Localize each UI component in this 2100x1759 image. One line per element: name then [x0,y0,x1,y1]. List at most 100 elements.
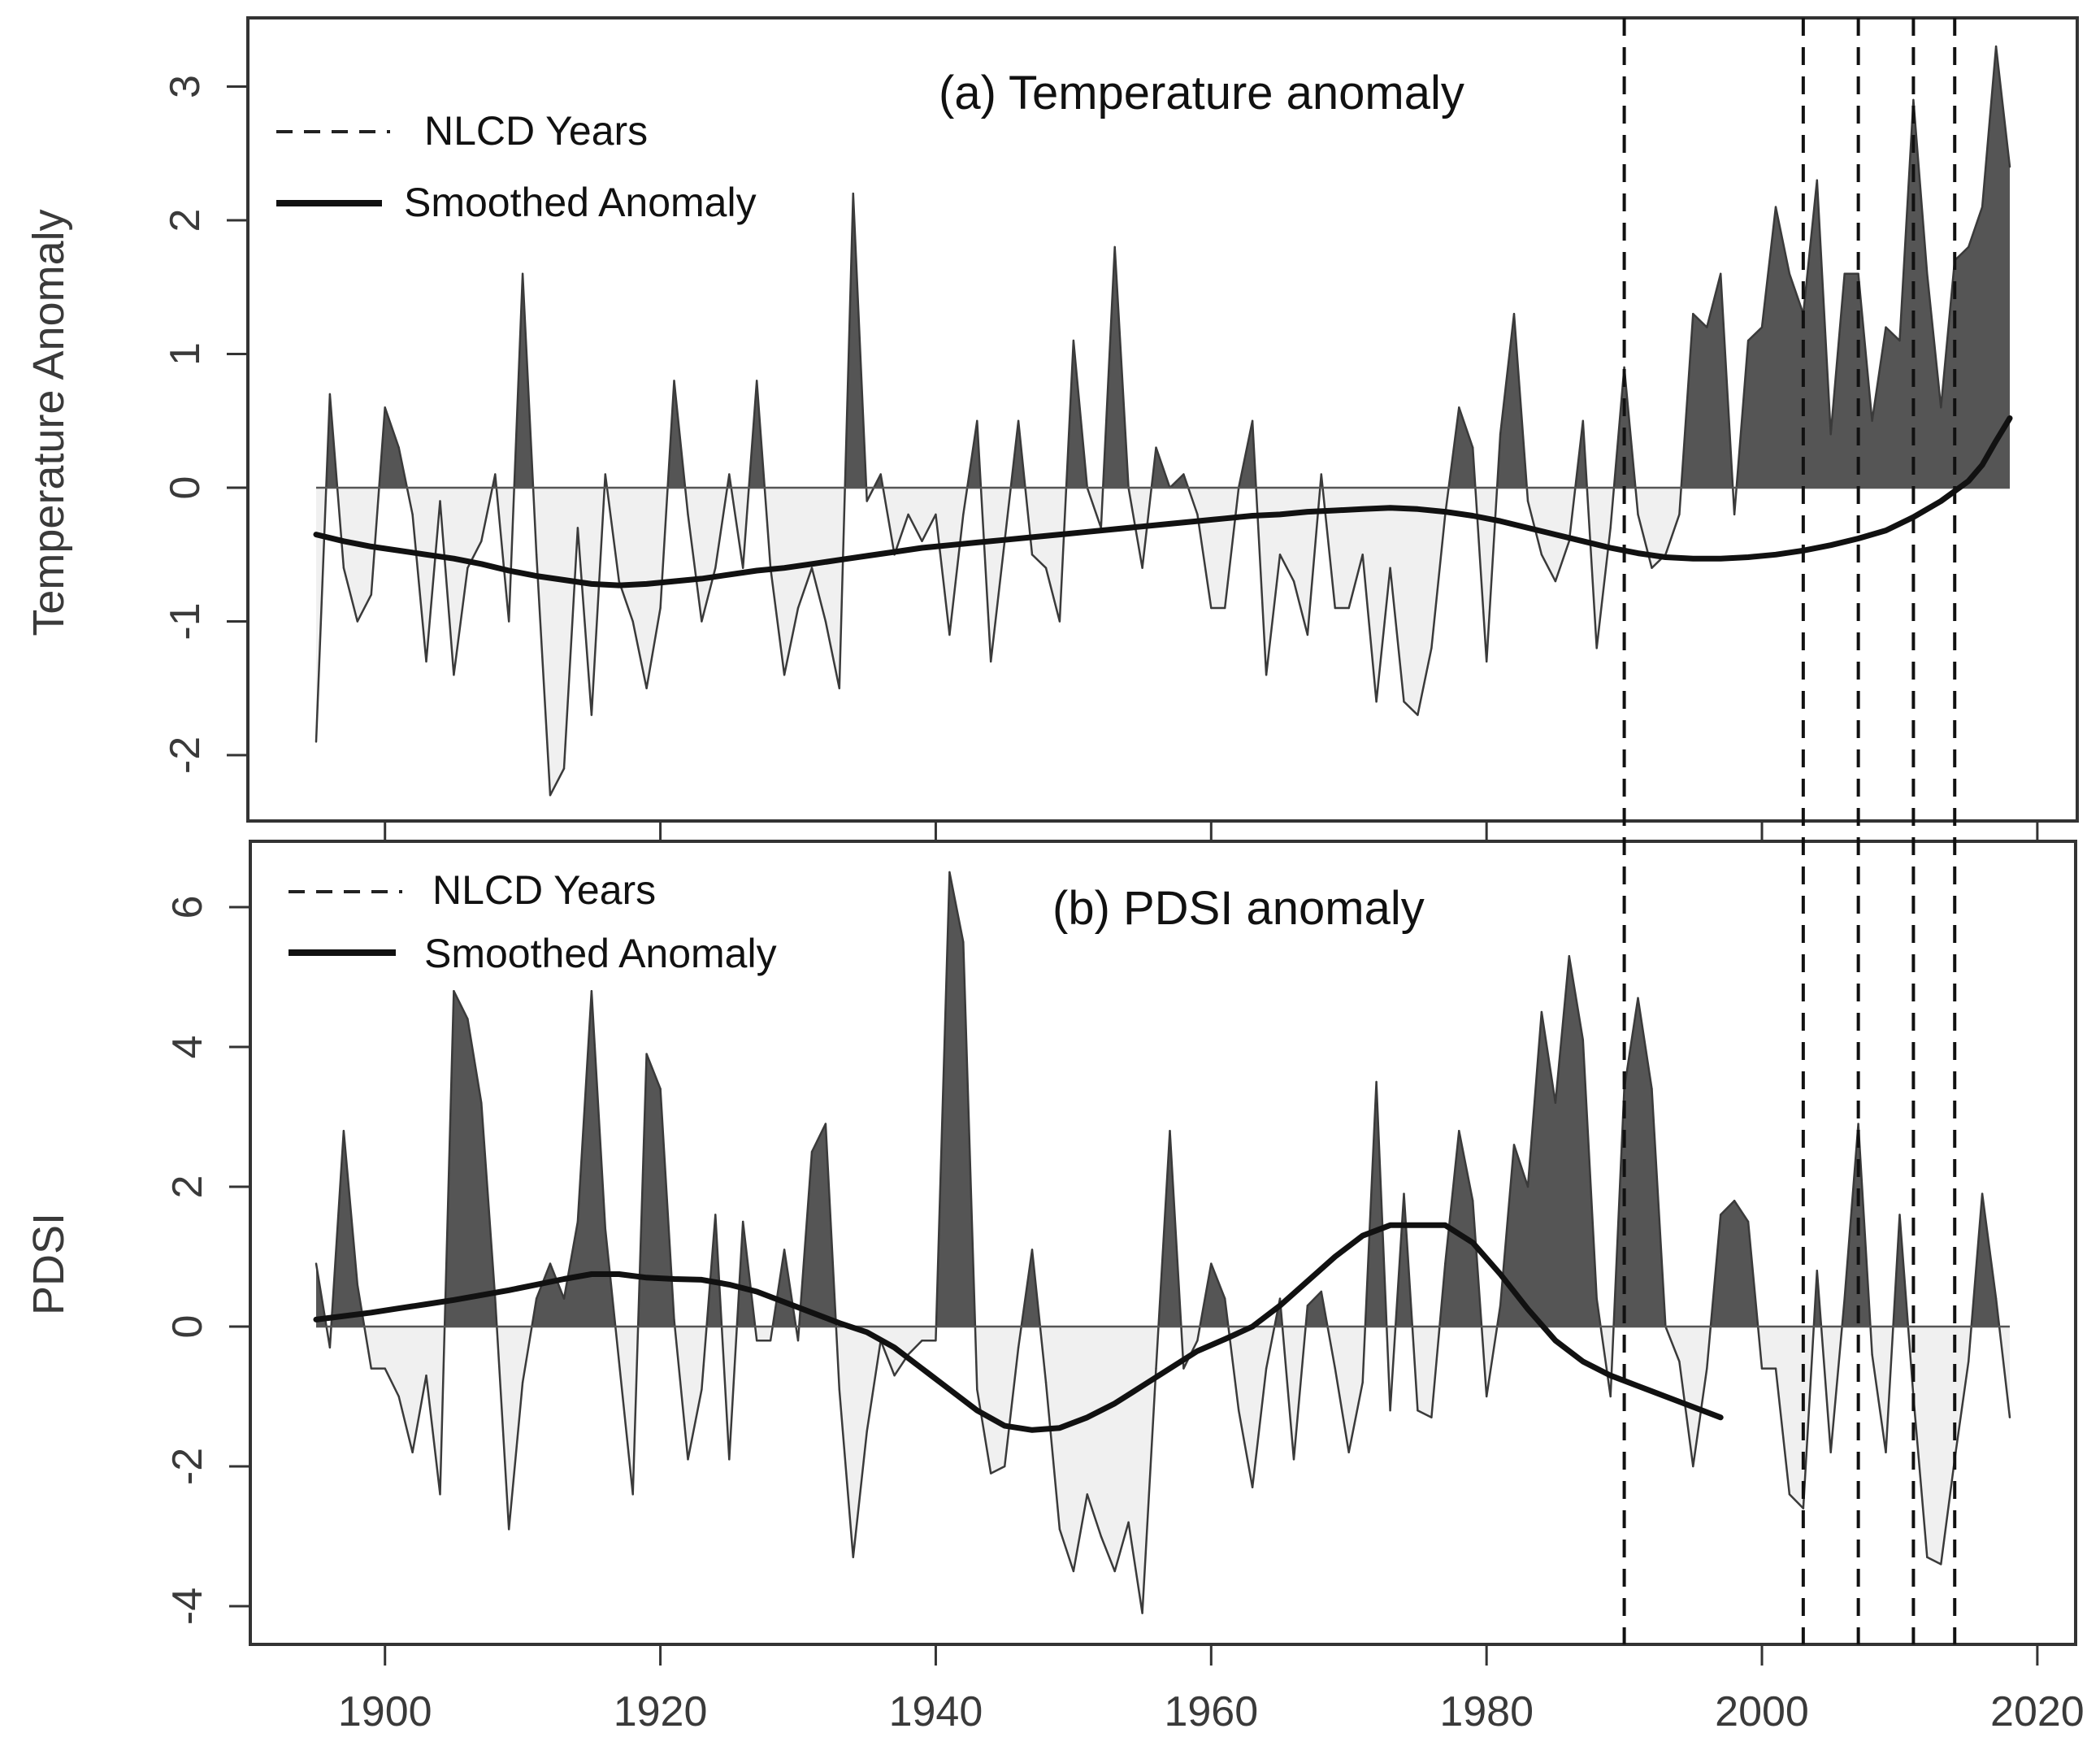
panel-a-point-1899 [370,593,372,596]
panel-a-point-1901 [397,446,400,449]
panel-a-point-1944 [990,660,992,663]
panel-a-point-1960 [1210,606,1213,610]
panel-b-point-1977 [1444,1262,1447,1265]
panel-b-point-1904 [439,1493,441,1496]
panel-b-point-2015 [1968,1360,1970,1363]
panel-b-point-1899 [370,1367,372,1370]
panel-a-ytick-label--1: -1 [162,602,209,640]
panel-a-point-1967 [1306,633,1309,636]
panel-a-point-1949 [1058,620,1061,623]
x-tick-label-1980: 1980 [1439,1688,1534,1735]
panel-a-point-1905 [453,674,455,676]
panel-a-point-1971 [1361,554,1364,556]
panel-b-point-1965 [1278,1297,1282,1300]
panel-a-ytick-label-2: 2 [162,209,209,232]
panel-a-point-1979 [1472,446,1474,449]
panel-b-point-2016 [1981,1192,1984,1195]
panel-a-point-1941 [948,633,951,636]
panel-b-point-1925 [728,1458,731,1461]
panel-b-point-1975 [1417,1409,1419,1412]
panel-b-point-1985 [1554,1101,1557,1105]
panel-b-point-1968 [1320,1290,1323,1293]
panel-a-point-1918 [631,620,634,623]
panel-b-point-1906 [466,1018,469,1020]
panel-b-point-2003 [1802,1507,1805,1509]
panel-b-point-1895 [315,1262,318,1265]
panel-b-point-1935 [866,1430,868,1433]
panel-a-point-1897 [342,567,345,569]
panel-b-point-1995 [1692,1465,1694,1468]
panel-b-point-1897 [342,1130,345,1132]
panel-b-point-1952 [1100,1535,1103,1538]
panel-a-anomaly-line [315,45,2011,797]
panel-b-point-1937 [893,1375,896,1377]
panel-b-title: (b) PDSI anomaly [1052,882,1425,935]
panel-b-point-2001 [1774,1367,1777,1370]
panel-b-marks [313,871,2011,1614]
panel-b-point-1987 [1582,1039,1585,1041]
panel-b-point-1974 [1403,1192,1405,1195]
panel-b-point-1971 [1361,1381,1364,1384]
panel-a-point-1968 [1320,473,1323,476]
panel-a-ytick-label--2: -2 [162,736,209,774]
panel-b-point-1996 [1706,1367,1708,1370]
panel-a-point-1940 [935,513,937,516]
panel-a-point-2007 [1857,272,1859,275]
panel-b-frame [249,840,2077,1646]
panel-a-point-1973 [1389,567,1391,569]
panel-b-point-1953 [1113,1570,1116,1573]
panel-a-point-1990 [1623,366,1625,369]
panel-b-point-2000 [1760,1367,1764,1370]
panel-b-point-1928 [769,1340,772,1342]
panel-b-point-1898 [356,1283,358,1286]
panel-b-point-1922 [687,1458,689,1461]
panel-b-point-1941 [948,871,951,874]
panel-b-point-1901 [397,1395,400,1398]
panel-a-point-2005 [1829,433,1832,436]
panel-a-ytick-label-3: 3 [162,75,209,98]
panel-b-point-2013 [1940,1563,1942,1566]
panel-b-point-1900 [384,1367,386,1370]
panel-a-point-1912 [549,794,552,797]
panel-b-point-2004 [1816,1270,1818,1272]
panel-b-point-1980 [1486,1395,1488,1398]
panel-a-point-1964 [1265,674,1268,676]
panel-a-point-1909 [508,620,510,623]
panel-b-point-1949 [1058,1528,1061,1531]
panel-b-point-2005 [1829,1451,1832,1454]
panel-a-point-1932 [824,620,827,623]
panel-a-point-1965 [1278,554,1282,556]
panel-a-point-1995 [1692,312,1694,315]
panel-b-ytick-label-4: 4 [164,1036,211,1059]
panel-b-point-1933 [838,1388,841,1391]
panel-a-point-1902 [411,513,414,516]
panel-b-point-1909 [508,1528,510,1531]
panel-b-point-2006 [1843,1297,1846,1300]
panel-a-point-1975 [1417,714,1419,716]
panel-a-smoothed-line [313,415,2013,589]
panel-a-point-1930 [796,606,800,610]
panel-a-positive-area [326,46,2011,489]
panel-b-point-1961 [1224,1297,1226,1300]
panel-a-point-1946 [1017,419,1020,422]
panel-b-point-1963 [1251,1486,1254,1489]
panel-b-point-1954 [1127,1521,1130,1524]
panel-a-anomaly-fill [316,46,2011,796]
nlcd-year-lines [1622,18,1957,1644]
panel-b-point-1924 [714,1214,717,1216]
panel-a-point-1931 [810,567,814,569]
panel-a-point-1895 [315,741,318,743]
panel-a-point-1942 [962,513,965,516]
panel-a-point-1925 [728,473,731,476]
panel-b-point-1903 [425,1375,427,1377]
panel-a-x-axis [384,821,2039,842]
panel-a-point-1981 [1499,433,1502,436]
panel-a-point-1982 [1512,312,1516,315]
panel-b-point-1914 [576,1220,579,1223]
panel-a-point-1992 [1651,567,1653,569]
panel-a-point-2008 [1871,419,1873,422]
panel-a-point-1978 [1458,406,1460,409]
panel-b-point-1920 [659,1088,662,1090]
legend-b-smoothed-label: Smoothed Anomaly [424,931,777,976]
